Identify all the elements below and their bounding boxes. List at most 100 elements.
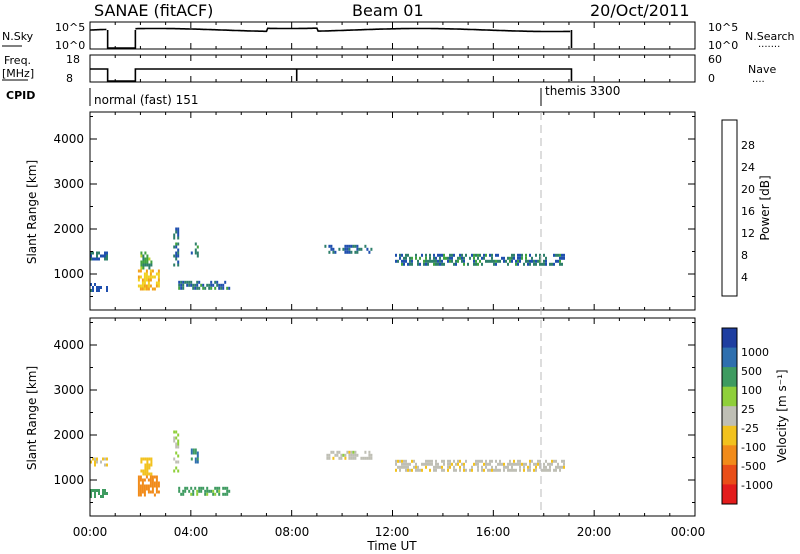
velocity-echo-cell [543, 462, 545, 466]
velocity-echo-cell [139, 475, 142, 479]
velocity-echo-cell [364, 456, 367, 460]
velocity-echo-cell [491, 465, 493, 469]
velocity-echo-cell [437, 465, 439, 469]
velocity-echo-cell [497, 468, 499, 472]
velocity-echo-cell [354, 450, 357, 454]
velocity-y-tick-label: 4000 [53, 338, 84, 352]
power-echo-cell [342, 247, 345, 251]
power-echo-cell [555, 259, 557, 263]
power-echo-cell [545, 256, 547, 260]
velocity-echo-cell [415, 462, 417, 466]
power-echo-cell [190, 283, 193, 287]
power-echo-cell [419, 262, 421, 266]
power-echo-cell [210, 283, 213, 287]
velocity-echo-cell [182, 489, 185, 493]
power-echo-cell [535, 262, 537, 266]
power-echo-cell [188, 283, 191, 287]
power-echo-cell [407, 253, 409, 257]
power-echo-region [173, 227, 180, 267]
power-echo-cell [511, 253, 513, 257]
power-echo-cell [175, 227, 178, 231]
power-echo-cell [92, 251, 94, 255]
power-echo-cell [517, 256, 519, 260]
velocity-echo-cell [224, 486, 227, 490]
velocity-echo-cell [151, 484, 154, 488]
power-echo-cell [178, 283, 181, 287]
velocity-echo-cell [102, 492, 104, 495]
velocity-echo-cell [338, 450, 341, 454]
power-echo-cell [491, 253, 493, 257]
velocity-echo-cell [485, 459, 487, 463]
velocity-echo-cell [559, 465, 561, 469]
freq-right-tick-top: 60 [708, 53, 722, 66]
power-echo-cell [561, 253, 563, 257]
velocity-echo-cell [94, 460, 96, 464]
velocity-echo-cell [226, 489, 229, 493]
velocity-echo-cell [557, 465, 559, 469]
nave-line-style: ···· [752, 77, 765, 88]
velocity-echo-cell [399, 468, 401, 472]
velocity-echo-cell [157, 484, 160, 488]
power-echo-cell [146, 263, 149, 267]
velocity-echo-cell [102, 495, 104, 498]
velocity-echo-cell [509, 459, 511, 463]
velocity-echo-cell [429, 462, 431, 466]
velocity-echo-cell [447, 462, 449, 466]
velocity-echo-cell [94, 489, 96, 492]
power-echo-cell [421, 253, 423, 257]
power-echo-cell [140, 254, 143, 258]
velocity-echo-cell [182, 492, 185, 496]
velocity-echo-cell [155, 481, 158, 485]
velocity-echo-cell [561, 465, 563, 469]
velocity-echo-cell [212, 492, 215, 496]
velocity-echo-cell [352, 453, 355, 457]
velocity-echo-cell [157, 481, 160, 485]
velocity-echo-cell [137, 493, 140, 497]
velocity-cbar-tick-3: 25 [741, 403, 755, 416]
velocity-echo-cell [449, 462, 451, 466]
velocity-echo-cell [561, 459, 563, 463]
velocity-echo-cell [194, 460, 197, 464]
velocity-echo-cell [147, 484, 150, 488]
velocity-echo-cell [140, 457, 143, 461]
velocity-colorbar-swatch [722, 464, 737, 485]
velocity-cbar-tick-6: -500 [741, 460, 766, 473]
velocity-echo-cell [143, 493, 146, 497]
power-echo-cell [517, 253, 519, 257]
velocity-echo-cell [194, 451, 197, 455]
velocity-echo-cell [519, 462, 521, 466]
power-echo-cell [137, 278, 140, 282]
velocity-echo-region [140, 457, 153, 476]
power-echo-cell [142, 263, 145, 267]
power-echo-cell [439, 262, 441, 266]
velocity-echo-cell [477, 462, 479, 466]
velocity-y-tick-label: 1000 [53, 473, 84, 487]
velocity-echo-cell [228, 489, 231, 493]
velocity-echo-cell [214, 492, 217, 496]
velocity-echo-cell [463, 468, 465, 472]
velocity-echo-cell [96, 460, 98, 464]
velocity-colorbar-swatch [722, 347, 737, 368]
velocity-echo-cell [417, 465, 419, 469]
velocity-echo-cell [465, 459, 467, 463]
nave-label: Nave [748, 63, 776, 76]
velocity-echo-cell [153, 475, 156, 479]
power-echo-cell [202, 286, 205, 290]
velocity-echo-cell [354, 456, 357, 460]
velocity-echo-cell [481, 459, 483, 463]
power-echo-cell [405, 253, 407, 257]
power-echo-cell [425, 262, 427, 266]
power-echo-cell [409, 262, 411, 266]
velocity-echo-cell [443, 462, 445, 466]
power-echo-cell [98, 251, 100, 255]
velocity-echo-cell [397, 459, 399, 463]
power-echo-cell [196, 283, 199, 287]
velocity-echo-cell [511, 462, 513, 466]
velocity-echo-cell [94, 457, 96, 461]
power-echo-cell [140, 263, 143, 267]
velocity-echo-cell [459, 465, 461, 469]
power-echo-cell [184, 280, 187, 284]
velocity-echo-cell [206, 492, 209, 496]
velocity-echo-cell [104, 489, 106, 492]
velocity-echo-cell [437, 462, 439, 466]
